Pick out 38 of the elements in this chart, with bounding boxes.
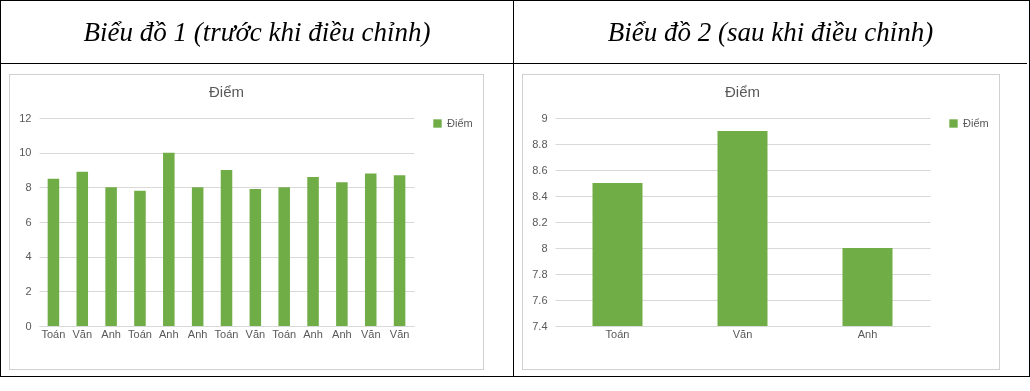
x-tick-label: Văn [245, 327, 266, 340]
x-tick-label: Toán [214, 327, 239, 340]
x-tick-label: Toán [605, 327, 630, 340]
x-tick-label: Văn [732, 327, 753, 340]
y-tick-label: 8.6 [532, 163, 548, 176]
y-tick-label: 6 [25, 215, 32, 228]
x-tick-label: Anh [303, 327, 323, 340]
y-tick-label: 10 [19, 146, 32, 159]
x-tick-label: Anh [187, 327, 208, 340]
y-tick-label: 8 [25, 180, 32, 193]
y-tick-label: 8.4 [532, 189, 548, 202]
legend-label: Điểm [963, 116, 989, 129]
x-tick-label: Toán [128, 327, 152, 340]
x-tick-label: Văn [389, 327, 410, 340]
chart-subtitle: Điểm [724, 83, 761, 100]
y-tick-label: 8 [541, 241, 548, 254]
x-tick-label: Toán [41, 327, 66, 340]
chart-title: Biểu đồ 1 (trước khi điều chỉnh) [1, 1, 513, 64]
y-tick-label: 8.8 [532, 137, 548, 150]
y-tick-label: 2 [25, 284, 32, 297]
y-tick-label: 7.8 [532, 267, 548, 280]
y-tick-label: 0 [25, 319, 32, 332]
chart-title: Biểu đồ 2 (sau khi điều chỉnh) [514, 1, 1027, 64]
y-tick-label: 7.4 [532, 319, 548, 332]
legend-label: Điểm [447, 116, 473, 129]
y-tick-label: 8.2 [532, 215, 548, 228]
y-tick-label: 4 [25, 250, 32, 263]
x-tick-label: Văn [72, 327, 93, 340]
x-tick-label: Toán [272, 327, 297, 340]
y-tick-label: 7.6 [532, 293, 548, 306]
x-tick-label: Văn [360, 327, 381, 340]
x-tick-label: Anh [101, 327, 121, 340]
y-tick-label: 12 [19, 111, 32, 124]
x-tick-label: Anh [332, 327, 352, 340]
chart-subtitle: Điểm [208, 83, 245, 100]
y-tick-label: 9 [541, 111, 548, 124]
x-tick-label: Anh [857, 327, 878, 340]
x-tick-label: Anh [159, 327, 179, 340]
